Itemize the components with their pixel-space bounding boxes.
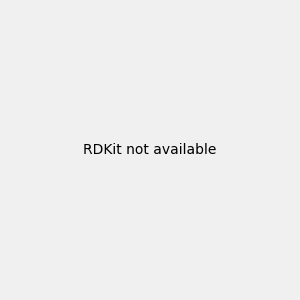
Text: RDKit not available: RDKit not available bbox=[83, 143, 217, 157]
